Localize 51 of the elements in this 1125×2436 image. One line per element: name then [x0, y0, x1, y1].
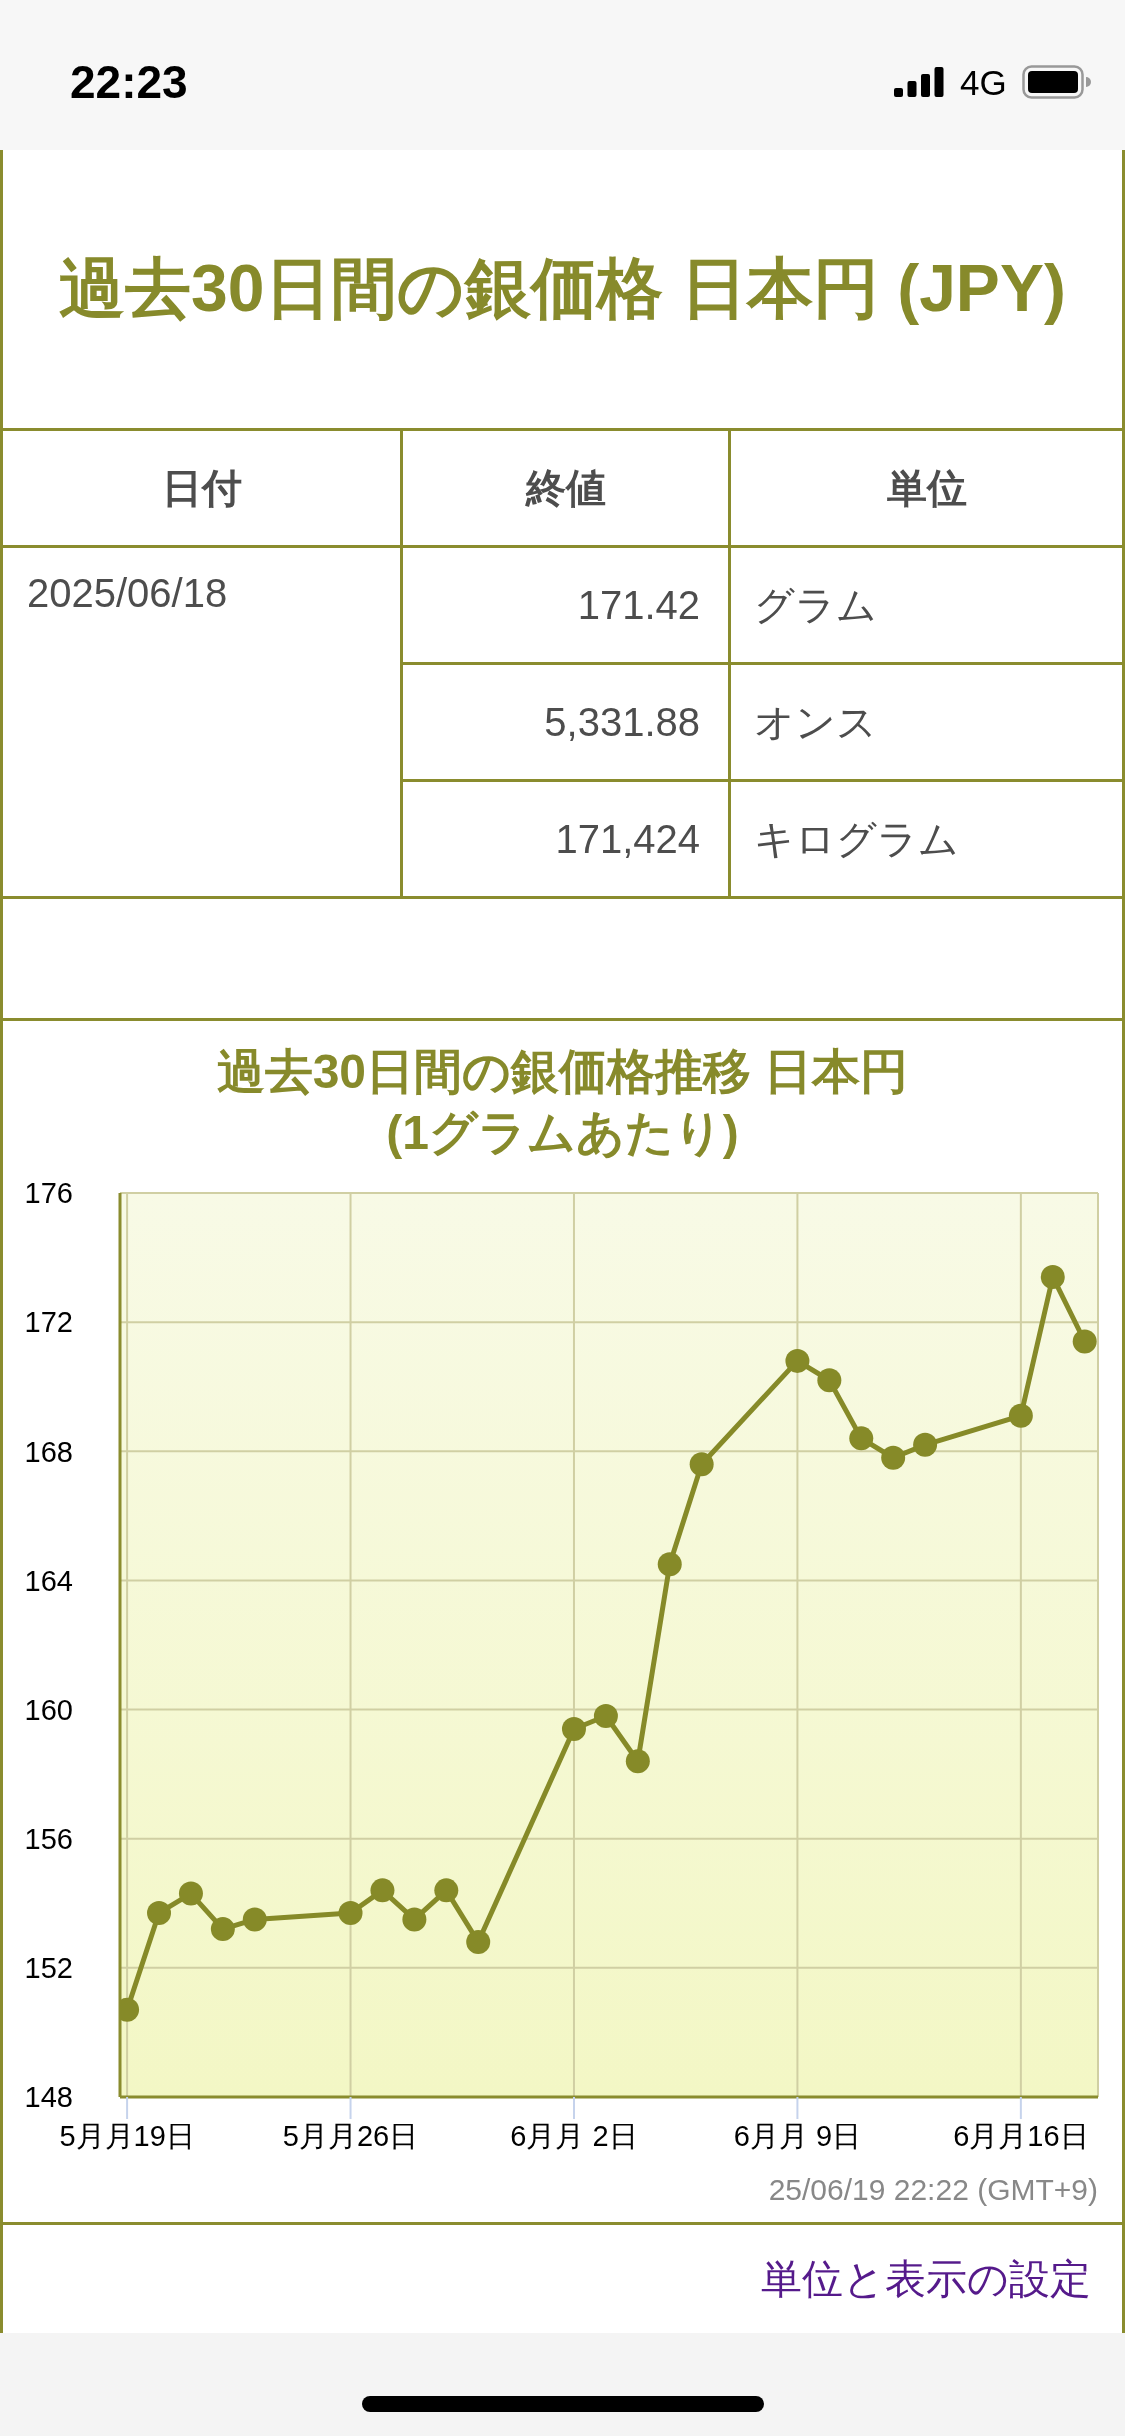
point — [625, 1749, 650, 1774]
y-tick-label: 164 — [24, 1564, 73, 1597]
point — [593, 1704, 618, 1729]
y-tick-label: 152 — [24, 1952, 73, 1985]
point — [689, 1452, 714, 1477]
point — [178, 1881, 203, 1906]
text: 単位 — [728, 428, 1122, 545]
x-tick-label: 6月月 9日 — [733, 2119, 862, 2152]
text: グラム — [728, 545, 1122, 662]
text: 171,424 — [400, 779, 728, 896]
x-tick-label: 5月月19日 — [59, 2119, 195, 2152]
text: 単位と表示の設定 — [761, 2256, 1091, 2303]
point — [370, 1878, 395, 1903]
y-tick-label: 172 — [24, 1306, 73, 1339]
point — [147, 1900, 172, 1925]
point — [785, 1348, 810, 1373]
text: 過去30日間の銀価格 日本円 (JPY) — [58, 250, 1067, 327]
point — [210, 1917, 235, 1942]
x-tick-label: 5月月26日 — [282, 2119, 419, 2152]
y-tick-label: 160 — [24, 1693, 73, 1726]
point — [466, 1930, 491, 1955]
point — [402, 1907, 427, 1932]
point — [338, 1900, 363, 1925]
text: オンス — [728, 662, 1122, 779]
text: 2025/06/18 — [3, 545, 400, 896]
text: キログラム — [728, 779, 1122, 896]
y-tick-label: 176 — [24, 1177, 73, 1210]
point — [881, 1445, 906, 1470]
text: 終値 — [400, 428, 728, 545]
point — [242, 1907, 267, 1932]
text: 5,331.88 — [400, 662, 728, 779]
point — [434, 1878, 459, 1903]
text: 4G — [960, 63, 1007, 102]
text: 日付 — [3, 428, 400, 545]
x-tick-label: 6月月16日 — [953, 2119, 1089, 2152]
point — [817, 1368, 842, 1393]
y-tick-label: 168 — [24, 1435, 73, 1468]
point — [561, 1716, 586, 1741]
point — [913, 1432, 938, 1457]
point — [1072, 1329, 1097, 1354]
point — [1040, 1264, 1065, 1289]
point — [657, 1552, 682, 1577]
text: 25/06/19 22:22 (GMT+9) — [768, 2173, 1098, 2206]
chart-title: 過去30日間の銀価格推移 日本円 (1グラムあたり) — [215, 1044, 910, 1161]
y-tick-label: 156 — [24, 1823, 73, 1856]
text: 171.42 — [400, 545, 728, 662]
text: 22:23 — [70, 56, 188, 108]
point — [849, 1426, 874, 1451]
point — [1008, 1403, 1033, 1428]
x-tick-label: 6月月 2日 — [510, 2119, 638, 2152]
y-tick-label: 148 — [24, 2081, 73, 2114]
